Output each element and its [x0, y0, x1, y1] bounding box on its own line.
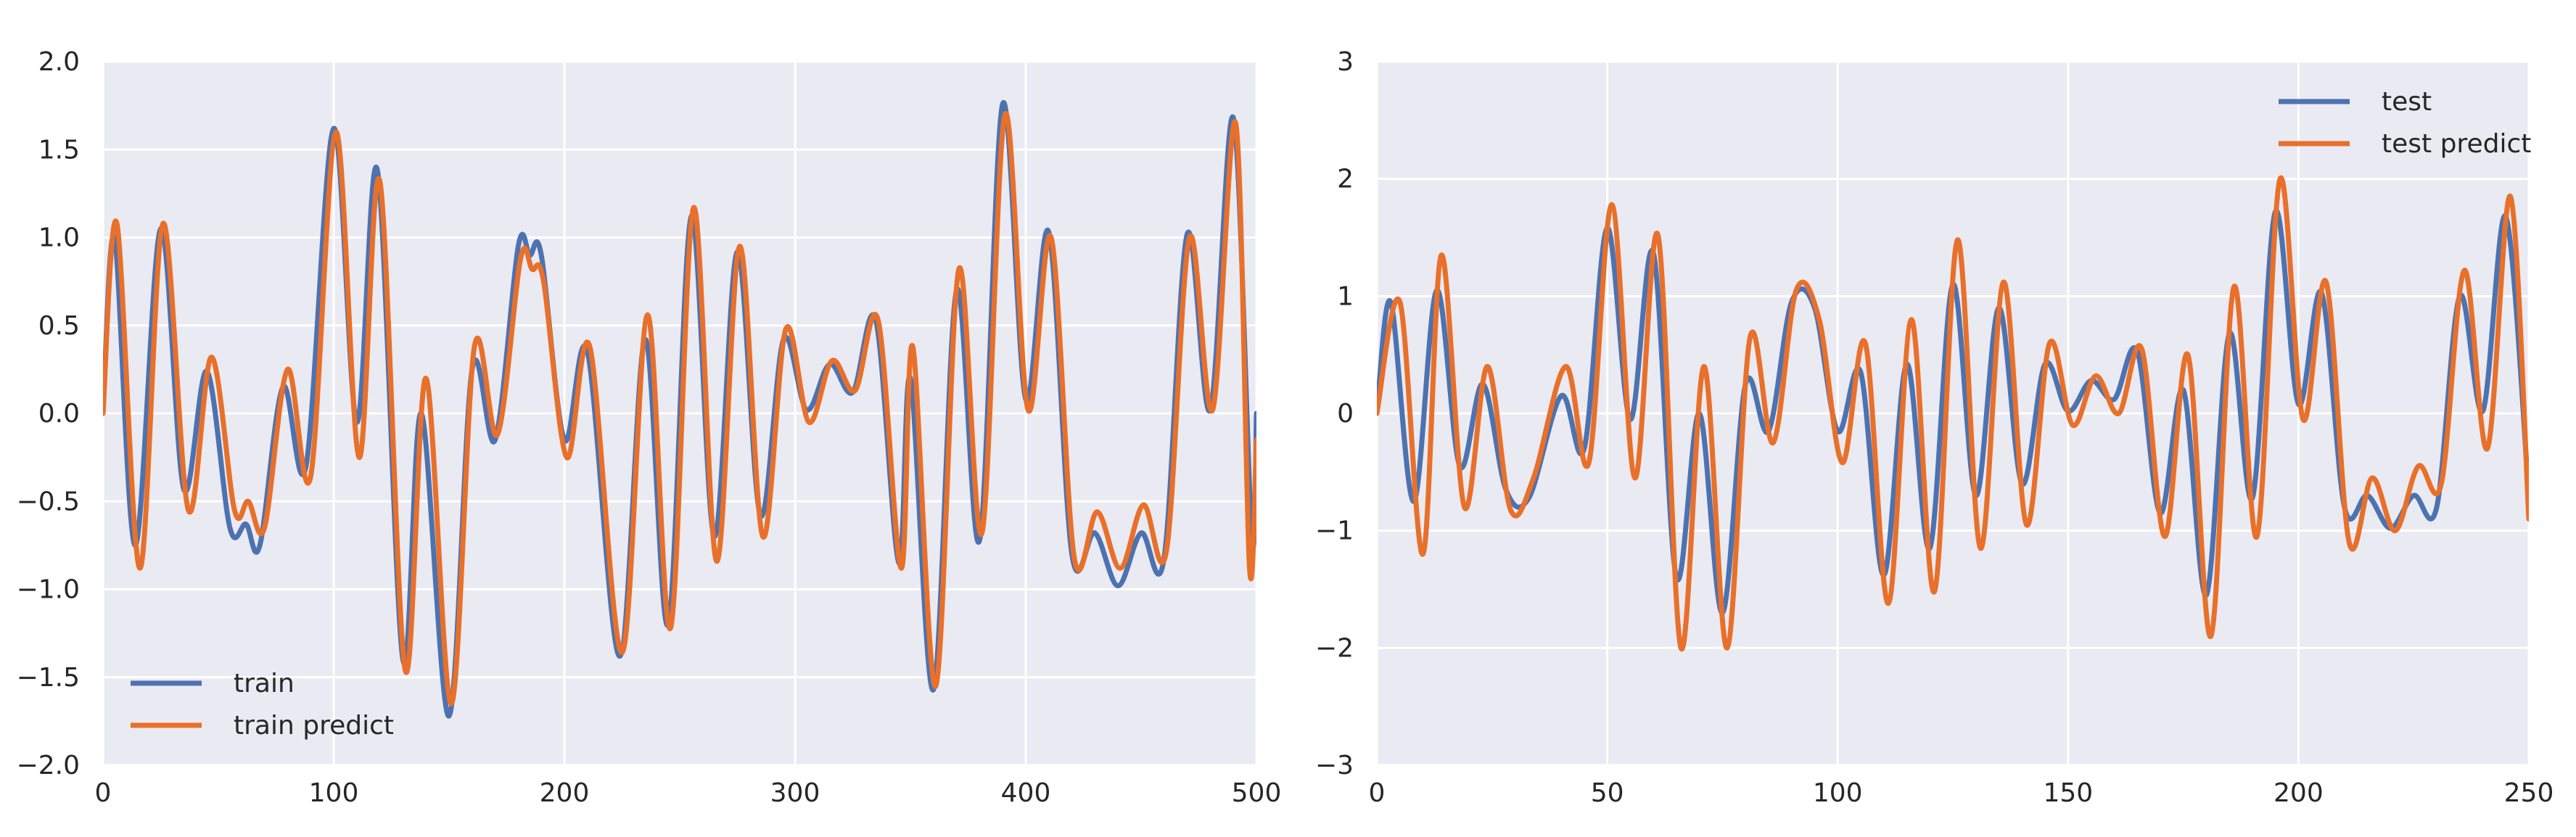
series-group: [1377, 175, 2529, 652]
x-tick-label: 150: [2043, 778, 2093, 808]
y-tick-label: −2.0: [17, 751, 80, 780]
series-line-test-predict: [1377, 175, 2529, 652]
y-tick-label: 3: [1337, 47, 1354, 77]
y-tick-label: 0.0: [38, 399, 80, 429]
x-tick-label: 0: [1369, 778, 1386, 808]
legend: train train predict: [131, 669, 394, 741]
y-tick-label: −1.5: [17, 663, 80, 693]
x-tick-label: 200: [540, 778, 590, 808]
x-tick-label: 100: [1813, 778, 1863, 808]
y-tick-label: 2.0: [38, 47, 80, 77]
x-tick-label: 100: [309, 778, 359, 808]
series-group: [103, 99, 1256, 719]
legend-label-test-predict: test predict: [2382, 129, 2531, 159]
train-chart: 0 100 200 300 400 500 −2.0 −1.5 −1.0 −0.5 0.0 0.5 1.…: [17, 47, 1282, 808]
x-tick-label: 200: [2273, 778, 2324, 808]
y-tick-label: −2: [1315, 633, 1354, 663]
x-tick-label: 400: [1001, 778, 1051, 808]
test-chart: 0 50 100 150 200 250 −3 −2 −1 0 1 2 3 test test predic…: [1315, 47, 2554, 808]
y-tick-label: 1.0: [38, 223, 80, 253]
y-tick-label: 0.5: [38, 311, 80, 341]
y-tick-label: −0.5: [17, 487, 80, 516]
y-tick-label: 0: [1337, 399, 1354, 429]
legend-label-train-predict: train predict: [234, 711, 394, 741]
y-tick-label: −1: [1315, 516, 1354, 546]
x-tick-label: 300: [770, 778, 820, 808]
legend-label-train: train: [234, 669, 295, 698]
y-tick-label: 2: [1337, 165, 1354, 194]
y-tick-label: 1.5: [38, 135, 80, 165]
x-tick-label: 0: [95, 778, 112, 808]
x-tick-label: 250: [2504, 778, 2554, 808]
x-tick-label: 50: [1591, 778, 1624, 808]
legend: test test predict: [2279, 87, 2531, 159]
legend-label-test: test: [2382, 87, 2432, 117]
x-tick-label: 500: [1232, 778, 1282, 808]
series-line-train-predict: [103, 111, 1256, 706]
y-tick-label: 1: [1337, 281, 1354, 311]
y-tick-label: −3: [1315, 751, 1354, 780]
y-tick-label: −1.0: [17, 575, 80, 605]
